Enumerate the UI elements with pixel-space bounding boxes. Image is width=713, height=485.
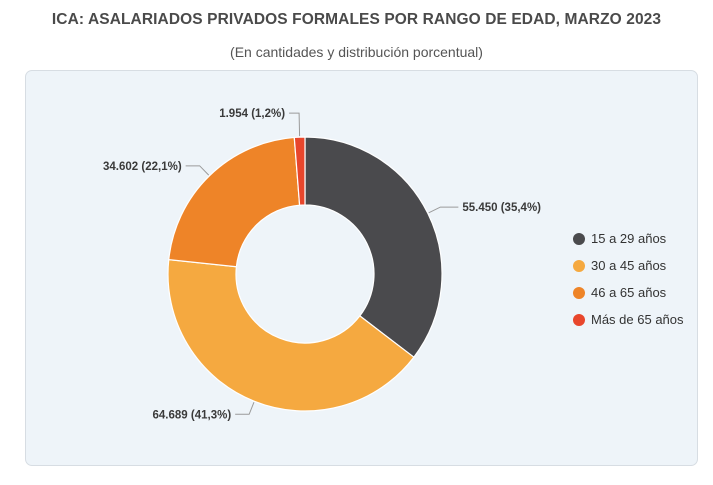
donut-slice[interactable]	[168, 136, 301, 268]
label-leader-line	[428, 206, 459, 214]
chart-panel	[25, 70, 698, 466]
legend-item[interactable]: 30 a 45 años	[573, 252, 684, 279]
donut-slice[interactable]	[167, 258, 415, 412]
label-leader-line	[185, 165, 210, 176]
legend-label: 15 a 29 años	[591, 231, 667, 246]
chart-legend: 15 a 29 años 30 a 45 años 46 a 65 años M…	[573, 225, 684, 333]
legend-label: 30 a 45 años	[591, 258, 667, 273]
data-label: 1.954 (1,2%)	[219, 108, 285, 120]
legend-marker	[573, 313, 585, 326]
donut-slice[interactable]	[304, 136, 443, 359]
legend-label: Más de 65 años	[591, 312, 684, 327]
legend-item[interactable]: Más de 65 años	[573, 306, 684, 333]
chart-subtitle: (En cantidades y distribución porcentual…	[230, 44, 483, 60]
data-label: 55.450 (35,4%)	[462, 202, 541, 214]
label-leader-line	[235, 402, 255, 415]
data-label: 34.602 (22,1%)	[103, 161, 182, 173]
legend-marker	[573, 286, 585, 299]
legend-item[interactable]: 46 a 65 años	[573, 279, 684, 306]
legend-marker	[573, 232, 585, 245]
donut-slice[interactable]	[293, 136, 306, 206]
label-leader-line	[289, 112, 301, 137]
data-label: 64.689 (41,3%)	[153, 409, 232, 421]
legend-item[interactable]: 15 a 29 años	[573, 225, 684, 252]
legend-marker	[573, 259, 585, 272]
legend-label: 46 a 65 años	[591, 285, 667, 300]
chart-title: ICA: ASALARIADOS PRIVADOS FORMALES POR R…	[51, 11, 662, 28]
